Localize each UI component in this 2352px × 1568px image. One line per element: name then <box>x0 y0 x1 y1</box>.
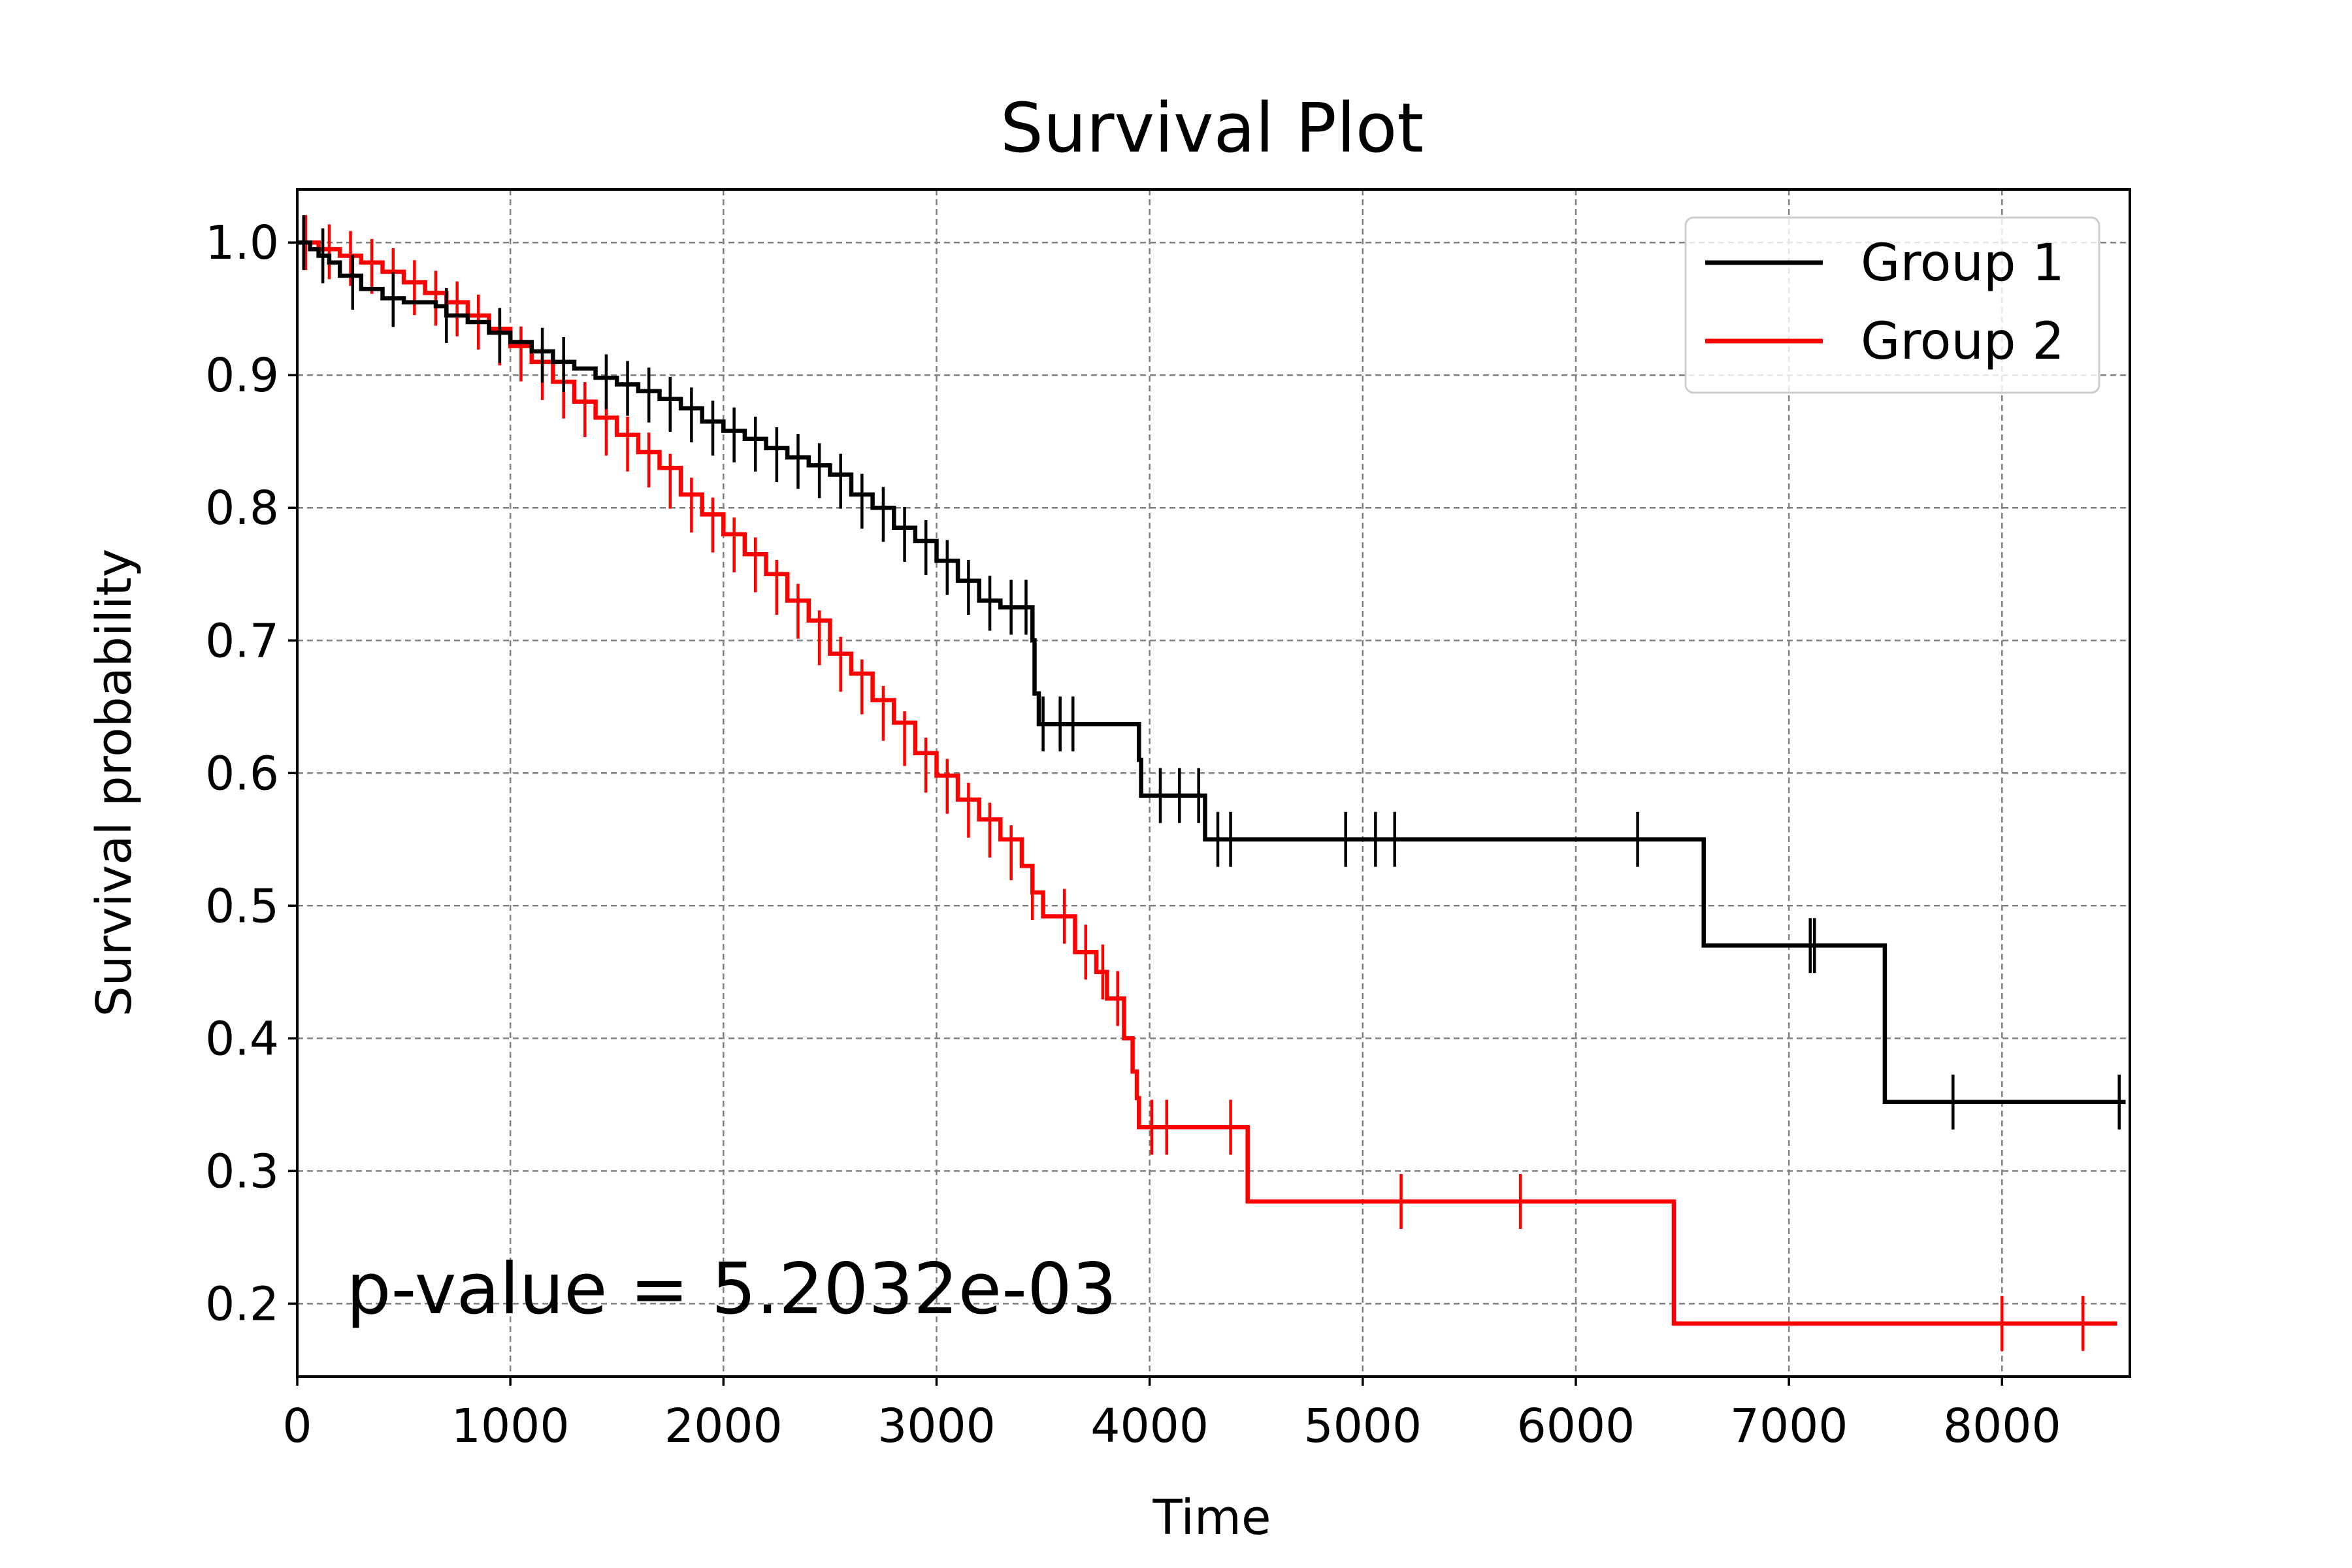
y-axis-label: Survival probability <box>86 549 142 1017</box>
y-tick-label: 0.6 <box>205 746 279 800</box>
y-tick-label: 0.7 <box>205 613 279 668</box>
y-tick-label: 0.5 <box>205 879 279 933</box>
x-tick-label: 6000 <box>1517 1399 1635 1453</box>
legend-label-group-2: Group 2 <box>1861 312 2065 371</box>
x-tick-label: 7000 <box>1730 1399 1848 1453</box>
survival-curve-group-1 <box>297 240 2126 1105</box>
series-layer <box>297 215 2126 1351</box>
x-tick-label: 1000 <box>451 1399 570 1453</box>
x-tick-label: 8000 <box>1943 1399 2061 1453</box>
y-tick-label: 0.4 <box>205 1011 279 1066</box>
y-tick-label: 0.3 <box>205 1144 279 1198</box>
series-group-1 <box>297 215 2126 1130</box>
y-tick-label: 0.9 <box>205 348 279 402</box>
p-value-annotation: p-value = 5.2032e-03 <box>346 1249 1117 1330</box>
x-tick-label: 2000 <box>664 1399 783 1453</box>
x-tick-label: 0 <box>282 1399 312 1453</box>
chart-title: Survival Plot <box>1000 88 1424 168</box>
y-tick-label: 0.2 <box>205 1277 279 1331</box>
x-axis-label: Time <box>1152 1490 1271 1546</box>
plot-area-frame <box>296 188 2131 1378</box>
survival-curve-group-2 <box>297 240 2117 1326</box>
x-tick-label: 5000 <box>1303 1399 1422 1453</box>
legend-label-group-1: Group 1 <box>1861 234 2065 293</box>
x-tick-label: 3000 <box>877 1399 996 1453</box>
x-axis-ticks: 0 1000 2000 3000 4000 5000 6000 7000 8000 <box>282 1377 2061 1453</box>
y-tick-label: 1.0 <box>205 216 279 270</box>
y-tick-label: 0.8 <box>205 481 279 535</box>
x-tick-label: 4000 <box>1090 1399 1209 1453</box>
legend: Group 1 Group 2 <box>1684 216 2100 394</box>
y-axis-ticks: 0.2 0.3 0.4 0.5 0.6 0.7 0.8 0.9 1.0 <box>205 216 297 1331</box>
